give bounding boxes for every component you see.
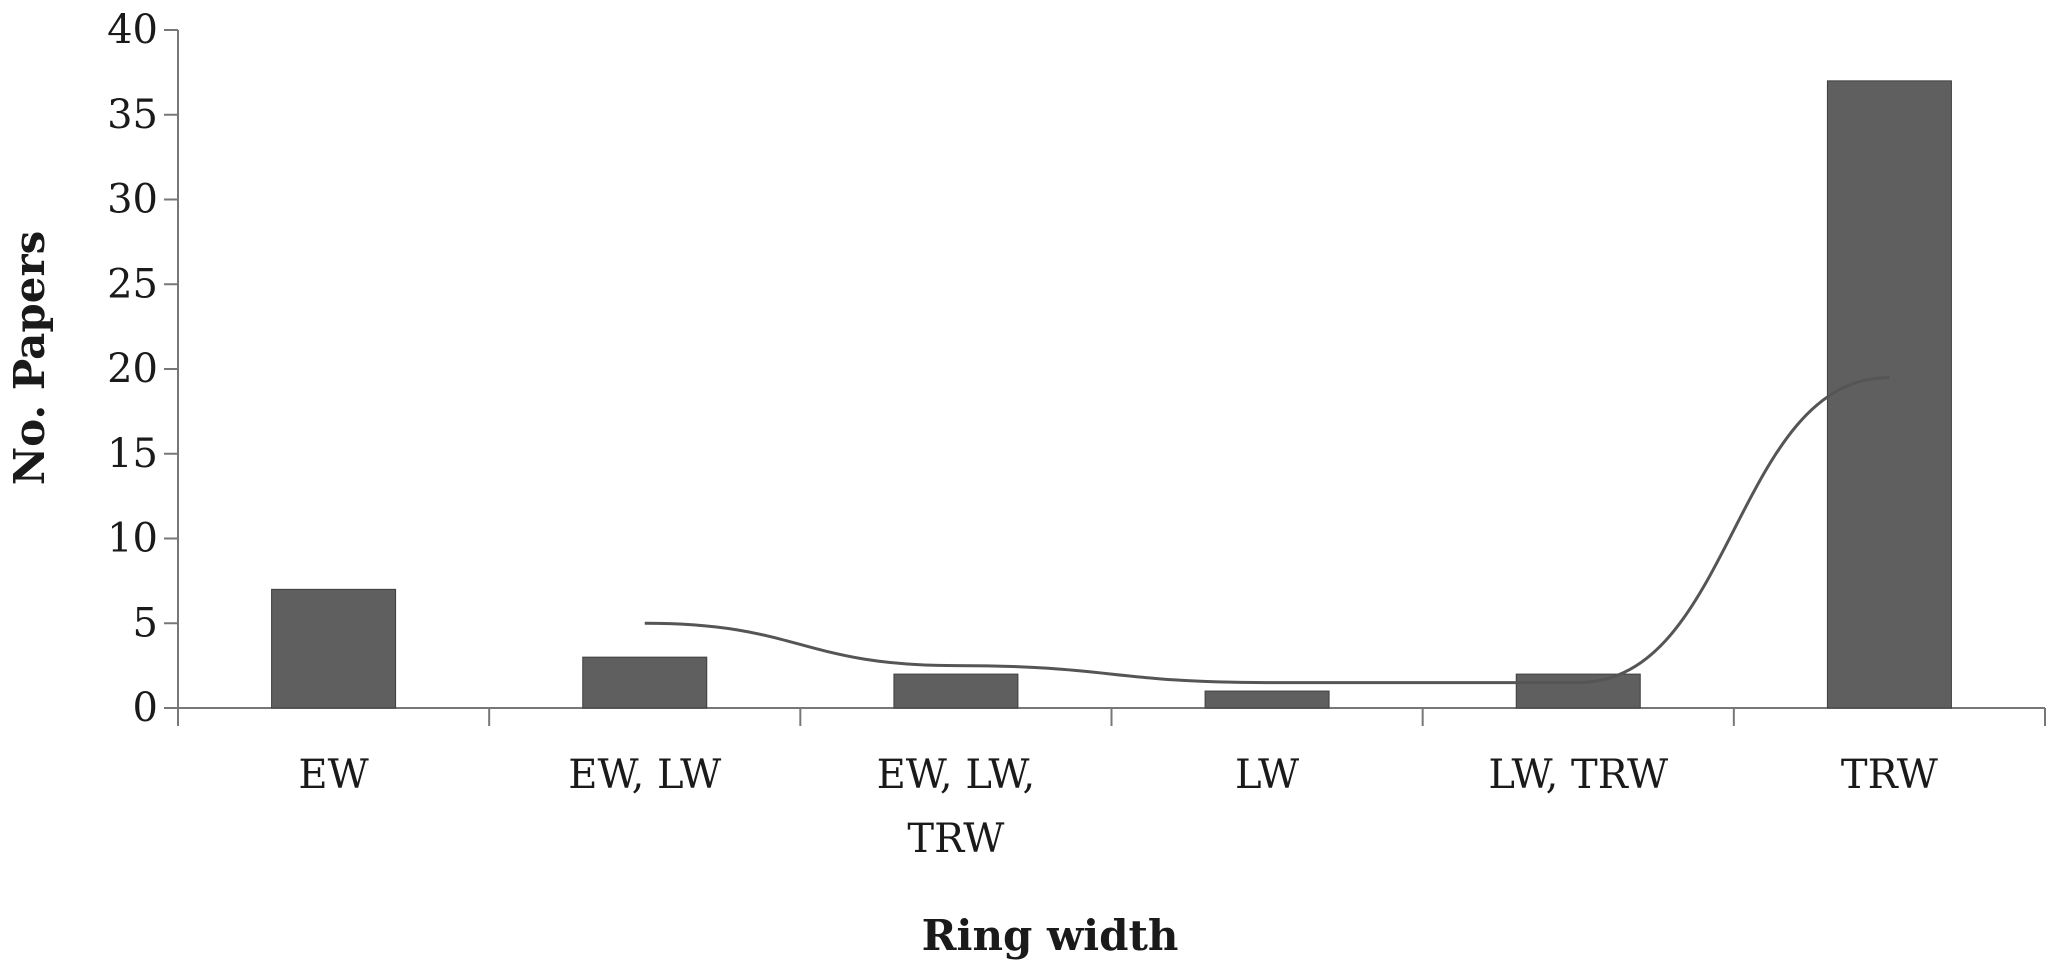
bar xyxy=(582,656,708,709)
y-tick-label: 35 xyxy=(107,92,158,138)
trend-line-path xyxy=(644,375,1890,685)
bar xyxy=(1826,80,1952,709)
y-tick-label: 5 xyxy=(133,600,158,646)
y-tick-label: 0 xyxy=(133,685,158,731)
x-tick-label: TRW xyxy=(1841,752,1938,798)
y-tick-label: 20 xyxy=(107,346,158,392)
trend-line xyxy=(644,375,1890,685)
y-axis: 0 5 10 15 20 25 30 35 40 xyxy=(107,7,179,731)
bar xyxy=(271,588,397,709)
bar xyxy=(1204,690,1330,709)
bars xyxy=(271,80,1952,709)
bar xyxy=(893,673,1019,709)
y-tick-label: 30 xyxy=(107,177,158,223)
x-axis: EW EW, LW EW, LW, TRW LW LW, TRW TRW xyxy=(177,707,2046,862)
x-tick-label: LW xyxy=(1235,752,1299,798)
x-axis-title: Ring width xyxy=(922,911,1179,960)
y-tick-label: 10 xyxy=(107,516,158,562)
x-tick-label: LW, TRW xyxy=(1488,752,1668,798)
x-tick-label: EW, LW xyxy=(568,752,721,798)
bar xyxy=(1515,673,1641,709)
y-axis-title: No. Papers xyxy=(5,231,54,485)
y-tick-label: 40 xyxy=(107,7,158,53)
x-tick-label: EW xyxy=(298,752,368,798)
y-tick-label: 25 xyxy=(107,261,158,307)
y-tick-label: 15 xyxy=(107,431,158,477)
x-tick-label: EW, LW, TRW xyxy=(877,752,1036,862)
